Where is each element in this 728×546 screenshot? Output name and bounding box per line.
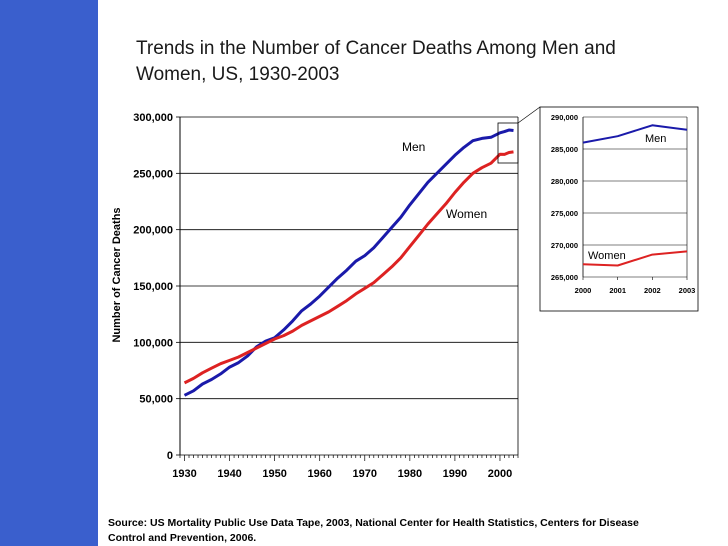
inset-x-tick-label: 2002 bbox=[644, 286, 661, 295]
series-line-men bbox=[183, 128, 514, 397]
x-tick-label: 1980 bbox=[398, 468, 422, 480]
zoom-box bbox=[497, 122, 519, 164]
series-line-women bbox=[183, 150, 514, 385]
y-tick-label: 250,000 bbox=[133, 168, 173, 180]
inset-y-tick-label: 290,000 bbox=[551, 113, 578, 122]
inset-y-tick-label: 280,000 bbox=[551, 177, 578, 186]
side-accent-bar bbox=[0, 0, 98, 546]
source-line-2: Control and Prevention, 2006. bbox=[108, 532, 257, 544]
inset-y-tick-label: 275,000 bbox=[551, 209, 578, 218]
x-tick-label: 1950 bbox=[262, 468, 286, 480]
slide-title: Trends in the Number of Cancer Deaths Am… bbox=[136, 36, 696, 88]
women-annotation: Women bbox=[446, 207, 487, 221]
x-tick-label: 1970 bbox=[353, 468, 377, 480]
inset-men-annotation: Men bbox=[645, 133, 666, 145]
inset-y-tick-label: 270,000 bbox=[551, 241, 578, 250]
main-grid bbox=[176, 116, 519, 461]
zoom-connector bbox=[517, 106, 541, 124]
inset-x-tick-label: 2000 bbox=[575, 286, 592, 295]
source-line-1: Source: US Mortality Public Use Data Tap… bbox=[108, 517, 639, 529]
x-tick-label: 1930 bbox=[172, 468, 196, 480]
x-tick-label: 1990 bbox=[443, 468, 467, 480]
inset-y-tick-label: 265,000 bbox=[551, 273, 578, 282]
y-tick-label: 0 bbox=[167, 450, 173, 462]
x-tick-label: 1960 bbox=[307, 468, 331, 480]
y-axis-label: Number of Cancer Deaths bbox=[111, 207, 123, 342]
x-tick-label: 1940 bbox=[217, 468, 241, 480]
main-series bbox=[183, 128, 514, 397]
inset-women-annotation: Women bbox=[588, 250, 626, 262]
title-line-1: Trends in the Number of Cancer Deaths Am… bbox=[136, 38, 616, 59]
inset-series-line-men bbox=[582, 124, 688, 144]
title-line-2: Women, US, 1930-2003 bbox=[136, 64, 340, 85]
inset-series bbox=[582, 124, 688, 267]
inset-x-tick-label: 2003 bbox=[679, 286, 696, 295]
source-note: Source: US Mortality Public Use Data Tap… bbox=[108, 516, 708, 546]
inset-tick-labels: 265,000 270,000 275,000 280,000 285,000 290,0… bbox=[551, 113, 695, 295]
main-tick-labels: 0 50,000 100,000 150,000 200,000 250,000 300,0… bbox=[133, 112, 512, 480]
inset-x-tick-label: 2001 bbox=[609, 286, 626, 295]
y-tick-label: 200,000 bbox=[133, 225, 173, 237]
y-tick-label: 100,000 bbox=[133, 337, 173, 349]
inset-grid bbox=[582, 116, 688, 280]
men-annotation: Men bbox=[402, 140, 425, 154]
y-tick-label: 50,000 bbox=[139, 394, 173, 406]
y-tick-label: 150,000 bbox=[133, 281, 173, 293]
x-tick-label: 2000 bbox=[488, 468, 512, 480]
inset-y-tick-label: 285,000 bbox=[551, 145, 578, 154]
y-tick-label: 300,000 bbox=[133, 112, 173, 124]
inset-series-line-women bbox=[582, 250, 688, 267]
